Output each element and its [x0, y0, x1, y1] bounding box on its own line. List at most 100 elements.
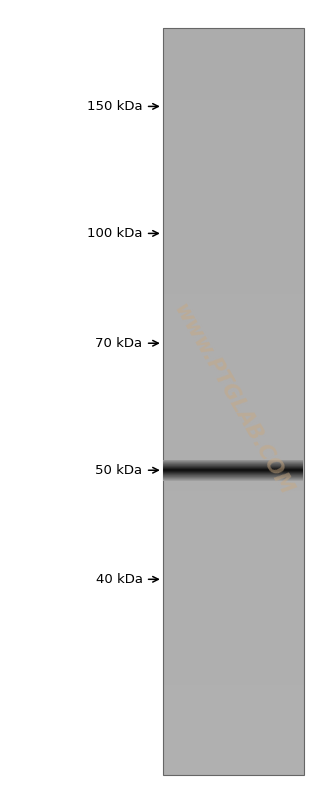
- Bar: [163, 447, 304, 449]
- Bar: [163, 329, 304, 332]
- Bar: [163, 768, 304, 770]
- Bar: [163, 765, 304, 768]
- Bar: [163, 244, 304, 247]
- Bar: [163, 389, 304, 392]
- Bar: [163, 187, 304, 190]
- Bar: [163, 229, 304, 233]
- Bar: [163, 706, 304, 708]
- Bar: [163, 753, 304, 755]
- Bar: [163, 367, 304, 369]
- Bar: [163, 267, 304, 269]
- Bar: [163, 770, 304, 773]
- Bar: [163, 402, 304, 404]
- Bar: [163, 633, 304, 635]
- Bar: [163, 182, 304, 185]
- Bar: [163, 469, 304, 471]
- Bar: [163, 539, 304, 541]
- Bar: [163, 362, 304, 364]
- Bar: [163, 61, 304, 63]
- Bar: [163, 240, 304, 242]
- Bar: [163, 528, 304, 531]
- Bar: [163, 459, 304, 461]
- Bar: [163, 683, 304, 686]
- Bar: [163, 88, 304, 90]
- Bar: [163, 511, 304, 514]
- Bar: [163, 439, 304, 441]
- Bar: [163, 142, 304, 145]
- Bar: [163, 177, 304, 180]
- Bar: [163, 117, 304, 120]
- Bar: [163, 294, 304, 297]
- Bar: [163, 509, 304, 511]
- Bar: [163, 115, 304, 117]
- Bar: [163, 97, 304, 100]
- Bar: [163, 275, 304, 277]
- Bar: [163, 157, 304, 160]
- Bar: [163, 742, 304, 745]
- Bar: [163, 486, 304, 489]
- Bar: [163, 376, 304, 379]
- Bar: [163, 207, 304, 210]
- Bar: [163, 760, 304, 762]
- Bar: [163, 638, 304, 641]
- Bar: [163, 33, 304, 35]
- Bar: [163, 695, 304, 698]
- Bar: [163, 68, 304, 70]
- Bar: [163, 623, 304, 626]
- Bar: [163, 282, 304, 284]
- Bar: [163, 566, 304, 568]
- Bar: [163, 610, 304, 613]
- Bar: [163, 590, 304, 593]
- Bar: [163, 441, 304, 443]
- Bar: [163, 304, 304, 307]
- Bar: [163, 66, 304, 68]
- Bar: [163, 43, 304, 46]
- Bar: [163, 476, 304, 479]
- Bar: [163, 372, 304, 374]
- Bar: [163, 723, 304, 725]
- Bar: [163, 302, 304, 304]
- Bar: [163, 643, 304, 646]
- Bar: [163, 46, 304, 48]
- Bar: [163, 399, 304, 402]
- Bar: [163, 384, 304, 387]
- Bar: [163, 491, 304, 494]
- Bar: [163, 128, 304, 130]
- Bar: [163, 165, 304, 168]
- Bar: [163, 581, 304, 583]
- Bar: [163, 332, 304, 334]
- Bar: [163, 501, 304, 503]
- Bar: [163, 63, 304, 66]
- Bar: [163, 312, 304, 314]
- Bar: [163, 284, 304, 287]
- Bar: [163, 140, 304, 142]
- Bar: [163, 561, 304, 563]
- Text: www.PTGLAB.COM: www.PTGLAB.COM: [169, 300, 296, 499]
- Bar: [163, 621, 304, 623]
- Bar: [163, 519, 304, 521]
- Bar: [163, 516, 304, 519]
- Bar: [163, 551, 304, 554]
- Bar: [163, 429, 304, 431]
- Bar: [163, 35, 304, 38]
- Bar: [163, 197, 304, 200]
- Bar: [163, 436, 304, 439]
- Text: 150 kDa: 150 kDa: [87, 100, 143, 113]
- Bar: [163, 392, 304, 394]
- Bar: [163, 514, 304, 516]
- Bar: [163, 471, 304, 474]
- Bar: [163, 773, 304, 775]
- Bar: [163, 300, 304, 302]
- Bar: [163, 568, 304, 570]
- Bar: [163, 324, 304, 327]
- Bar: [163, 506, 304, 509]
- Bar: [163, 374, 304, 376]
- Bar: [163, 195, 304, 197]
- Bar: [163, 227, 304, 229]
- Bar: [163, 153, 304, 155]
- Bar: [163, 150, 304, 153]
- Bar: [163, 730, 304, 733]
- Bar: [163, 55, 304, 58]
- Bar: [163, 135, 304, 137]
- Bar: [163, 322, 304, 324]
